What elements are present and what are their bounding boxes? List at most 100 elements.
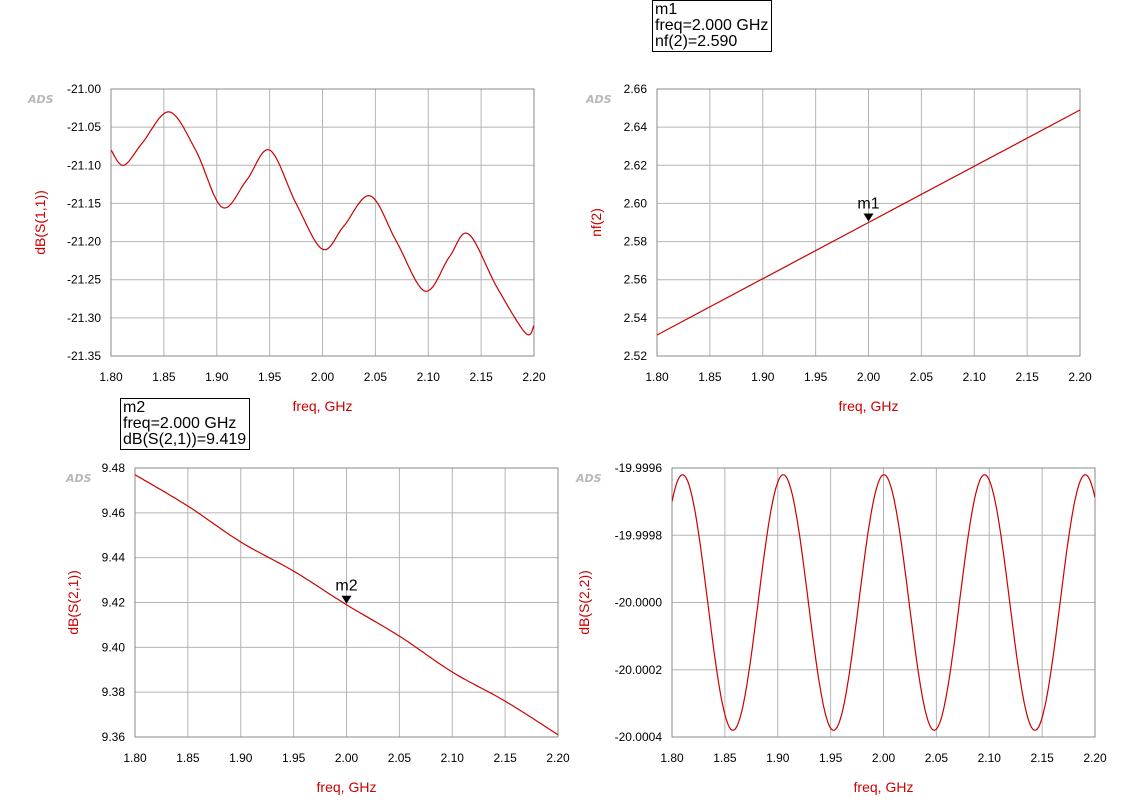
y-tick-label: 2.64: [624, 120, 648, 134]
x-tick-label: 1.95: [804, 370, 828, 384]
plot-frame: [671, 467, 1096, 738]
y-tick-label: 2.56: [624, 273, 648, 287]
x-tick-label: 2.05: [364, 370, 388, 384]
x-axis-label: freq, GHz: [317, 779, 377, 795]
marker-triangle-m1: [863, 213, 874, 222]
data-trace-s21: [135, 474, 558, 736]
x-tick-label: 2.00: [311, 370, 335, 384]
y-axis-label: dB(S(1,1)): [32, 190, 48, 255]
x-axis-label: freq, GHz: [293, 398, 353, 414]
x-tick-label: 2.20: [522, 370, 546, 384]
chart-s11: 1.80 1.85 1.90 1.95 2.00 2.05 2.10 2.15 2.20 -21.…: [27, 82, 546, 414]
plot-frame: [134, 467, 559, 738]
x-tick-label: 1.95: [819, 751, 843, 765]
x-tick-label: 2.15: [469, 370, 493, 384]
y-tick-label: -19.9998: [615, 528, 663, 542]
y-tick-label: -21.25: [67, 273, 101, 287]
y-tick-label: -21.15: [67, 196, 101, 210]
ads-logo: ADS: [585, 93, 612, 106]
plot-frame: [110, 88, 535, 357]
x-tick-label: 2.15: [1015, 370, 1039, 384]
readout-value: dB(S(2,1))=9.419: [123, 431, 247, 448]
x-tick-label: 1.80: [660, 751, 684, 765]
x-tick-label: 2.00: [872, 751, 896, 765]
readout-marker-name: m1: [655, 1, 678, 18]
x-tick-label: 2.00: [335, 751, 359, 765]
y-tick-label: 2.60: [624, 196, 648, 210]
x-tick-label: 1.85: [152, 370, 176, 384]
y-tick-label: -21.00: [67, 82, 101, 96]
ads-logo: ADS: [27, 93, 54, 106]
x-tick-label: 2.10: [441, 751, 465, 765]
x-tick-label: 2.05: [910, 370, 934, 384]
y-axis-label: nf(2): [588, 208, 604, 237]
y-axis-label: dB(S(2,1)): [65, 570, 81, 635]
marker-triangle-m2: [341, 595, 352, 604]
x-tick-label: 1.90: [751, 370, 775, 384]
readout-freq: freq=2.000 GHz: [655, 17, 769, 34]
x-axis-label: freq, GHz: [839, 398, 899, 414]
x-tick-label: 1.90: [229, 751, 253, 765]
x-tick-label: 2.15: [1030, 751, 1054, 765]
x-tick-label: 1.80: [645, 370, 669, 384]
chart-s22: 1.80 1.85 1.90 1.95 2.00 2.05 2.10 2.15 2.20 -19.…: [575, 461, 1107, 795]
x-axis-label: freq, GHz: [854, 779, 914, 795]
y-tick-label: 9.48: [102, 461, 126, 475]
x-tick-label: 2.00: [857, 370, 881, 384]
y-tick-label: 2.52: [624, 349, 648, 363]
y-tick-label: 2.54: [624, 311, 648, 325]
y-tick-label: 9.42: [102, 596, 126, 610]
x-tick-label: 1.80: [123, 751, 147, 765]
marker-readout-m1: m1 freq=2.000 GHz nf(2)=2.590: [652, 0, 773, 52]
x-tick-label: 1.85: [176, 751, 200, 765]
y-tick-label: -20.0002: [615, 663, 663, 677]
y-tick-label: 9.36: [102, 730, 126, 744]
plot-frame: [656, 88, 1081, 357]
data-trace-s22: [672, 474, 1095, 731]
y-tick-label: 2.58: [624, 235, 648, 249]
x-tick-label: 2.10: [417, 370, 441, 384]
y-tick-label: -21.30: [67, 311, 101, 325]
y-tick-label: 2.66: [624, 82, 648, 96]
y-tick-label: 9.44: [102, 551, 126, 565]
marker-label-m1: m1: [857, 196, 879, 213]
readout-marker-name: m2: [123, 399, 146, 416]
x-tick-label: 2.05: [388, 751, 412, 765]
y-tick-label: 9.46: [102, 506, 126, 520]
x-tick-label: 1.85: [698, 370, 722, 384]
chart-nf2: 1.80 1.85 1.90 1.95 2.00 2.05 2.10 2.15 2.20 2.66…: [585, 82, 1092, 414]
x-tick-label: 2.10: [978, 751, 1002, 765]
y-tick-label: 9.40: [102, 640, 126, 654]
ads-logo: ADS: [65, 472, 92, 485]
y-tick-label: -20.0000: [615, 596, 663, 610]
marker-readout-m2: m2 freq=2.000 GHz dB(S(2,1))=9.419: [120, 398, 251, 450]
y-tick-label: 2.62: [624, 158, 648, 172]
y-tick-label: 9.38: [102, 685, 126, 699]
y-tick-label: -19.9996: [615, 461, 663, 475]
chart-s21: 1.80 1.85 1.90 1.95 2.00 2.05 2.10 2.15 2.20 9.48…: [65, 461, 570, 795]
y-axis-label: dB(S(2,2)): [576, 570, 592, 635]
y-tick-label: -21.20: [67, 235, 101, 249]
x-tick-label: 1.95: [282, 751, 306, 765]
x-tick-label: 1.95: [258, 370, 282, 384]
marker-label-m2: m2: [335, 578, 357, 595]
y-tick-label: -21.10: [67, 158, 101, 172]
ads-logo: ADS: [575, 472, 602, 485]
readout-value: nf(2)=2.590: [655, 33, 738, 50]
x-tick-label: 2.20: [1083, 751, 1107, 765]
x-tick-label: 2.05: [925, 751, 949, 765]
y-tick-label: -21.05: [67, 120, 101, 134]
x-tick-label: 2.10: [963, 370, 987, 384]
y-tick-label: -21.35: [67, 349, 101, 363]
x-tick-label: 2.15: [493, 751, 517, 765]
x-tick-label: 2.20: [1068, 370, 1092, 384]
x-tick-label: 1.85: [713, 751, 737, 765]
data-trace-s11: [111, 111, 534, 336]
x-tick-label: 2.20: [546, 751, 570, 765]
x-tick-label: 1.80: [99, 370, 123, 384]
x-tick-label: 1.90: [205, 370, 229, 384]
x-tick-label: 1.90: [766, 751, 790, 765]
data-trace-nf2: [657, 109, 1080, 336]
readout-freq: freq=2.000 GHz: [123, 415, 237, 432]
y-tick-label: -20.0004: [615, 730, 663, 744]
